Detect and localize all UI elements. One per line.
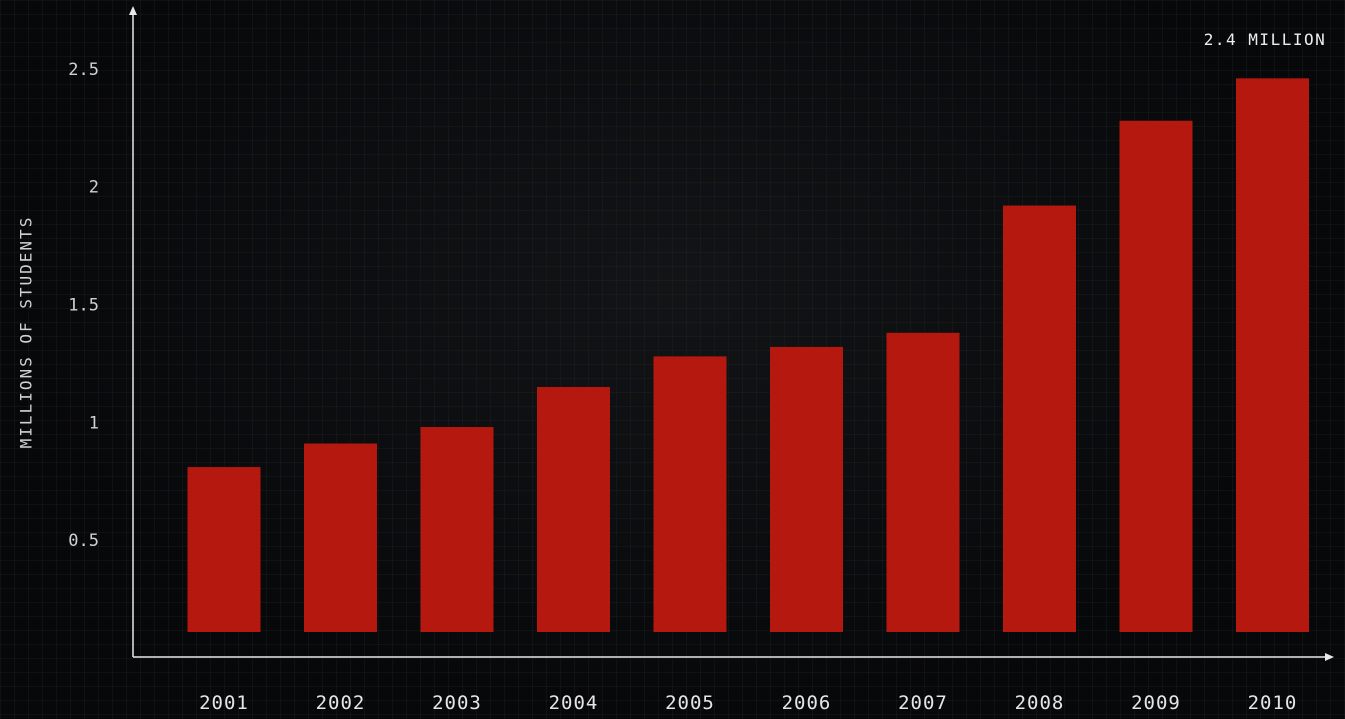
bar-2006 bbox=[770, 347, 843, 632]
bar-2002 bbox=[304, 444, 377, 632]
x-tick-labels: 2001 2002 2003 2004 2005 2006 2007 2008 2009 2010 bbox=[199, 692, 1297, 714]
x-tick-label-2006: 2006 bbox=[782, 692, 832, 714]
y-tick-label: 1 bbox=[89, 413, 99, 433]
bar-2008 bbox=[1003, 206, 1076, 632]
y-tick-labels: 0.5 1 1.5 2 2.5 bbox=[68, 60, 99, 551]
x-tick-label-2010: 2010 bbox=[1248, 692, 1298, 714]
x-tick-label-2008: 2008 bbox=[1015, 692, 1065, 714]
bar-2010 bbox=[1236, 78, 1309, 632]
bar-2004 bbox=[537, 387, 610, 632]
max-value-annotation: 2.4 MILLION bbox=[1204, 30, 1326, 49]
x-tick-label-2001: 2001 bbox=[199, 692, 249, 714]
bar-2001 bbox=[188, 467, 261, 632]
x-tick-label-2007: 2007 bbox=[898, 692, 948, 714]
bars-group bbox=[188, 78, 1310, 632]
y-tick-label: 1.5 bbox=[68, 296, 99, 316]
x-tick-label-2004: 2004 bbox=[549, 692, 599, 714]
y-tick-label: 2.5 bbox=[68, 60, 99, 80]
bar-2005 bbox=[654, 356, 727, 632]
x-tick-label-2005: 2005 bbox=[665, 692, 715, 714]
y-tick-label: 0.5 bbox=[68, 531, 99, 551]
x-tick-label-2003: 2003 bbox=[432, 692, 482, 714]
y-axis-title: MILLIONS OF STUDENTS bbox=[17, 216, 36, 449]
x-tick-label-2009: 2009 bbox=[1131, 692, 1181, 714]
bar-2003 bbox=[421, 427, 494, 632]
bar-2007 bbox=[887, 333, 960, 632]
x-tick-label-2002: 2002 bbox=[316, 692, 366, 714]
y-tick-label: 2 bbox=[89, 178, 99, 198]
bar-2009 bbox=[1120, 121, 1193, 632]
